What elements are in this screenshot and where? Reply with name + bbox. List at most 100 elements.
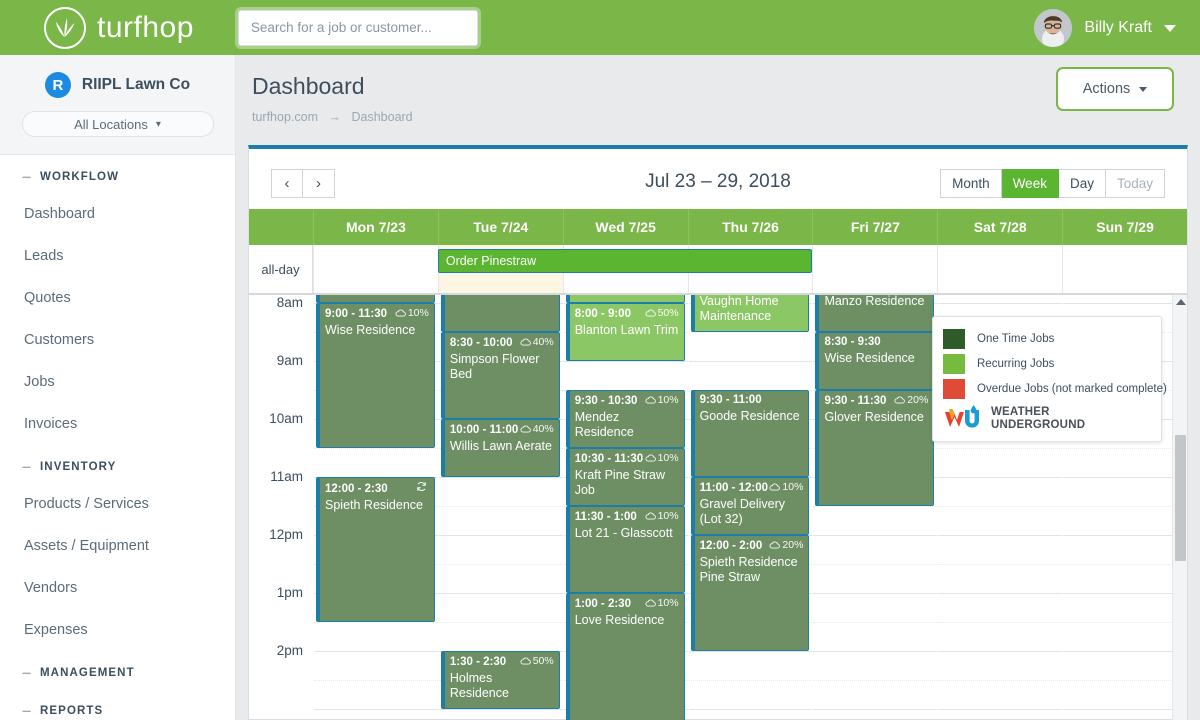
- hour-label: 1pm: [276, 585, 303, 600]
- breadcrumb-arrow-icon: →: [328, 110, 342, 124]
- top-navbar: turfhop Search for a job or customer... …: [0, 0, 1200, 55]
- event-title: Wise Residence: [325, 322, 416, 337]
- nav-group-workflow: --- WORKFLOW: [0, 155, 235, 193]
- event-title: Mendez Residence: [574, 409, 634, 439]
- page-header: Dashboard turfhop.com → Dashboard Action…: [236, 55, 1200, 137]
- all-day-cell[interactable]: [1062, 245, 1187, 293]
- event-time: 11:00 - 12:00: [699, 482, 768, 495]
- precipitation-value: 50%: [657, 307, 679, 319]
- calendar-event[interactable]: [316, 295, 435, 303]
- event-time-row: 8:00 - 9:00 50%: [575, 307, 679, 322]
- legend-label: Recurring Jobs: [977, 357, 1055, 370]
- wu-line-1: WEATHER: [991, 406, 1050, 419]
- chevron-down-icon[interactable]: [1164, 24, 1176, 32]
- calendar-event[interactable]: 8:30 - 9:30 Wise Residence: [815, 332, 935, 390]
- calendar-event[interactable]: 9:30 - 11:00 Goode Residence: [690, 390, 810, 477]
- day-header-wed[interactable]: Wed 7/25: [562, 209, 688, 245]
- calendar-event[interactable]: 1:00 - 2:30 10% Love Residence: [565, 593, 685, 720]
- event-title: Love Residence: [574, 612, 665, 627]
- day-header-thu[interactable]: Thu 7/26: [687, 209, 813, 245]
- view-button-week[interactable]: Week: [1001, 169, 1059, 198]
- prev-week-button[interactable]: ‹: [271, 169, 303, 198]
- view-button-month[interactable]: Month: [940, 169, 1002, 198]
- sidebar-item-dashboard[interactable]: Dashboard: [0, 193, 235, 235]
- calendar-event[interactable]: 8:00 - 9:00 50% Blanton Lawn Trim: [565, 303, 685, 361]
- calendar-event[interactable]: 12:00 - 2:30 Spieth Residence: [316, 477, 435, 622]
- calendar-event[interactable]: 11:00 - 12:00 10% Gravel Delivery (Lot 32): [690, 477, 810, 535]
- all-day-event[interactable]: Order Pinestraw: [437, 249, 813, 273]
- all-day-cell[interactable]: [313, 245, 438, 293]
- vertical-scrollbar[interactable]: [1172, 295, 1187, 720]
- nav-group-label: MANAGEMENT: [40, 667, 135, 679]
- user-menu[interactable]: Billy Kraft: [1034, 9, 1176, 47]
- precipitation-value: 40%: [532, 336, 554, 348]
- sidebar-item-customers[interactable]: Customers: [0, 319, 235, 361]
- sidebar-item-quotes[interactable]: Quotes: [0, 277, 235, 319]
- sidebar-item-expenses[interactable]: Expenses: [0, 609, 235, 651]
- breadcrumb-root[interactable]: turfhop.com: [252, 110, 319, 124]
- event-time: 9:30 - 11:30: [824, 395, 887, 408]
- event-time-row: 11:00 - 12:00 10%: [700, 481, 804, 496]
- calendar-event[interactable]: 11:30 - 1:00 10% Lot 21 - Glasscott: [565, 506, 685, 593]
- calendar-event[interactable]: [565, 295, 685, 303]
- calendar-event[interactable]: 1:30 - 2:30 50% Holmes Residence: [440, 651, 560, 709]
- day-header-sun[interactable]: Sun 7/29: [1062, 209, 1187, 245]
- brand-logo[interactable]: turfhop: [44, 6, 194, 49]
- calendar-event[interactable]: [440, 295, 560, 332]
- event-time-row: 10:00 - 11:00 40%: [450, 423, 554, 438]
- view-button-day[interactable]: Day: [1058, 169, 1106, 198]
- hour-gridline: [1063, 651, 1187, 652]
- sidebar-item-jobs[interactable]: Jobs: [0, 361, 235, 403]
- calendar-day-header: Mon 7/23 Tue 7/24 Wed 7/25 Thu 7/26 Fri …: [249, 209, 1187, 245]
- hour-label: 11am: [270, 469, 303, 484]
- calendar-event[interactable]: 9:30 - 10:30 10% Mendez Residence: [565, 390, 685, 448]
- sidebar-item-label: Dashboard: [24, 206, 95, 222]
- day-header-tue[interactable]: Tue 7/24: [437, 209, 563, 245]
- actions-button[interactable]: Actions: [1056, 67, 1174, 111]
- calendar-event[interactable]: 8:30 - 10:00 40% Simpson Flower Bed: [440, 332, 560, 419]
- day-header-mon[interactable]: Mon 7/23: [313, 209, 438, 245]
- scroll-up-arrow-icon[interactable]: [1176, 299, 1186, 305]
- group-dash-icon: ---: [22, 667, 31, 679]
- sidebar-item-leads[interactable]: Leads: [0, 235, 235, 277]
- search-input[interactable]: Search for a job or customer...: [237, 9, 478, 46]
- weather-underground-icon: [943, 404, 983, 433]
- day-header-fri[interactable]: Fri 7/27: [812, 209, 937, 245]
- hour-gridline: [438, 477, 563, 478]
- half-hour-gridline: [813, 680, 938, 681]
- calendar-event[interactable]: 9:30 - 11:30 20% Glover Residence: [815, 390, 935, 506]
- view-button-today[interactable]: Today: [1105, 169, 1165, 198]
- sidebar-item-invoices[interactable]: Invoices: [0, 403, 235, 445]
- group-dash-icon: ---: [22, 171, 31, 183]
- calendar-event[interactable]: 12:00 - 2:00 20% Spieth Residence Pine Str…: [690, 535, 810, 651]
- sidebar: R RIIPL Lawn Co All Locations ▾ --- WORK…: [0, 55, 236, 720]
- location-selector[interactable]: All Locations ▾: [21, 111, 214, 137]
- event-time-row: 1:00 - 2:30 10%: [575, 597, 679, 612]
- weather-underground-credit: WEATHER UNDERGROUND: [943, 404, 1151, 433]
- half-hour-gridline: [438, 622, 563, 623]
- precipitation-badge: 10%: [395, 307, 429, 319]
- sidebar-item-assets-equipment[interactable]: Assets / Equipment: [0, 525, 235, 567]
- calendar-event[interactable]: 10:00 - 11:00 40% Willis Lawn Aerate: [440, 419, 560, 477]
- event-title: Holmes Residence: [449, 670, 509, 700]
- calendar-event[interactable]: 10:30 - 11:30 10% Kraft Pine Straw Job: [565, 448, 685, 506]
- scrollbar-thumb[interactable]: [1175, 435, 1186, 561]
- all-day-cell[interactable]: [812, 245, 937, 293]
- day-header-sat[interactable]: Sat 7/28: [937, 209, 1062, 245]
- hour-gridline: [314, 651, 438, 652]
- precipitation-value: 10%: [657, 452, 679, 464]
- sidebar-item-vendors[interactable]: Vendors: [0, 567, 235, 609]
- calendar-event[interactable]: 9:00 - 11:30 10% Wise Residence: [316, 303, 435, 448]
- calendar-time-grid: 8am 9am 10am 11am 12pm 1pm 2pm 9:00 - 11:30 10%…: [249, 295, 1187, 720]
- sidebar-item-products-services[interactable]: Products / Services: [0, 483, 235, 525]
- precipitation-value: 20%: [907, 394, 929, 406]
- brand-name: turfhop: [97, 10, 194, 44]
- sidebar-item-label: Expenses: [24, 622, 88, 638]
- next-week-button[interactable]: ›: [303, 169, 335, 198]
- main-content: Dashboard turfhop.com → Dashboard Action…: [236, 55, 1200, 720]
- hour-label: 9am: [276, 353, 303, 368]
- event-title: Spieth Residence Pine Straw: [699, 554, 798, 584]
- all-day-cell[interactable]: [937, 245, 1062, 293]
